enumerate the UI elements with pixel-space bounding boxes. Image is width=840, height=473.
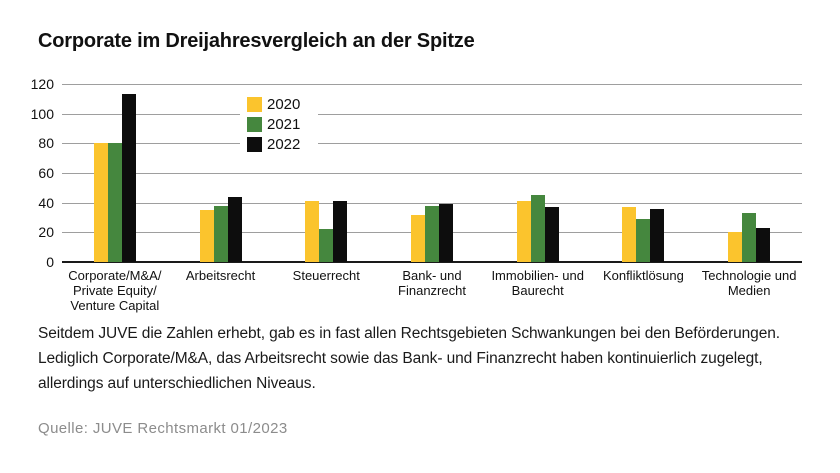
bar-2020-technologie-und (728, 232, 743, 262)
bar-2021-immobilien-und (530, 195, 545, 262)
x-category-label-technologie-und: Technologie und Medien (701, 268, 797, 298)
x-category-label-steuerrecht: Steuerrecht (292, 268, 360, 283)
x-category-label-bank-und: Bank- und Finanzrecht (398, 268, 466, 298)
bar-2022-immobilien-und (544, 207, 559, 262)
y-tick-label-100: 100 (30, 105, 54, 122)
x-axis-line (62, 261, 802, 263)
chart-title: Corporate im Dreijahresvergleich an der … (38, 30, 475, 52)
bar-2020-immobilien-und (516, 201, 531, 262)
legend-label-2020: 2020 (267, 96, 301, 113)
y-tick-label-0: 0 (46, 254, 54, 270)
legend-entry-2020: 2020 (247, 97, 300, 112)
bar-2020-steuerrecht (305, 201, 320, 262)
bar-2020-arbeitsrecht (199, 210, 214, 262)
x-category-label-konfliktloesung: Konfliktlösung (602, 268, 684, 283)
bar-2022-steuerrecht (333, 201, 348, 262)
bar-2021-corporate-m-a (107, 143, 122, 262)
gridline-100 (62, 113, 802, 115)
bar-2020-bank-und (411, 214, 425, 262)
gridline-120 (62, 84, 802, 85)
gridline-60 (62, 173, 802, 174)
bar-2022-arbeitsrecht (227, 196, 242, 262)
x-category-label-immobilien-und: Immobilien- und Baurecht (491, 268, 584, 298)
y-tick-label-20: 20 (38, 224, 54, 241)
y-tick-label-120: 120 (30, 76, 54, 92)
legend-swatch-2022 (247, 137, 262, 152)
bar-2020-corporate-m-a (93, 143, 108, 262)
legend-swatch-2020 (247, 97, 262, 112)
legend-label-2022: 2022 (267, 136, 301, 153)
bar-2022-corporate-m-a (121, 94, 136, 262)
bar-2021-steuerrecht (319, 229, 334, 262)
legend-swatch-2021 (247, 117, 262, 132)
bar-2021-konfliktloesung (636, 218, 651, 262)
gridline-40 (62, 202, 802, 204)
bar-2021-arbeitsrecht (213, 205, 228, 262)
y-tick-label-60: 60 (38, 165, 54, 181)
bar-2021-bank-und (425, 205, 439, 262)
y-tick-label-40: 40 (38, 194, 54, 211)
legend-entry-2021: 2021 (247, 117, 300, 132)
legend-label-2021: 2021 (267, 116, 301, 133)
x-category-label-arbeitsrecht: Arbeitsrecht (185, 268, 256, 283)
bar-2022-technologie-und (756, 227, 771, 262)
gridline-80 (62, 143, 802, 145)
bar-2021-technologie-und (742, 213, 757, 262)
bar-2022-bank-und (439, 204, 453, 262)
chart-legend: 2020 2021 2022 (240, 90, 319, 158)
bar-2020-konfliktloesung (622, 207, 637, 262)
chart-description: Seitdem JUVE die Zahlen erhebt, gab es i… (38, 325, 780, 392)
bar-2022-konfliktloesung (650, 208, 665, 262)
y-tick-label-80: 80 (38, 135, 54, 152)
source-note: Quelle: JUVE Rechtsmarkt 01/2023 (38, 420, 288, 437)
bar-chart-plot-area: 120 100 80 60 40 20 0 Corporate/M&A/ Private Eq… (30, 76, 802, 313)
x-category-label-corporate-m-a: Corporate/M&A/ Private Equity/ Venture C… (68, 268, 162, 313)
legend-entry-2022: 2022 (247, 137, 300, 152)
